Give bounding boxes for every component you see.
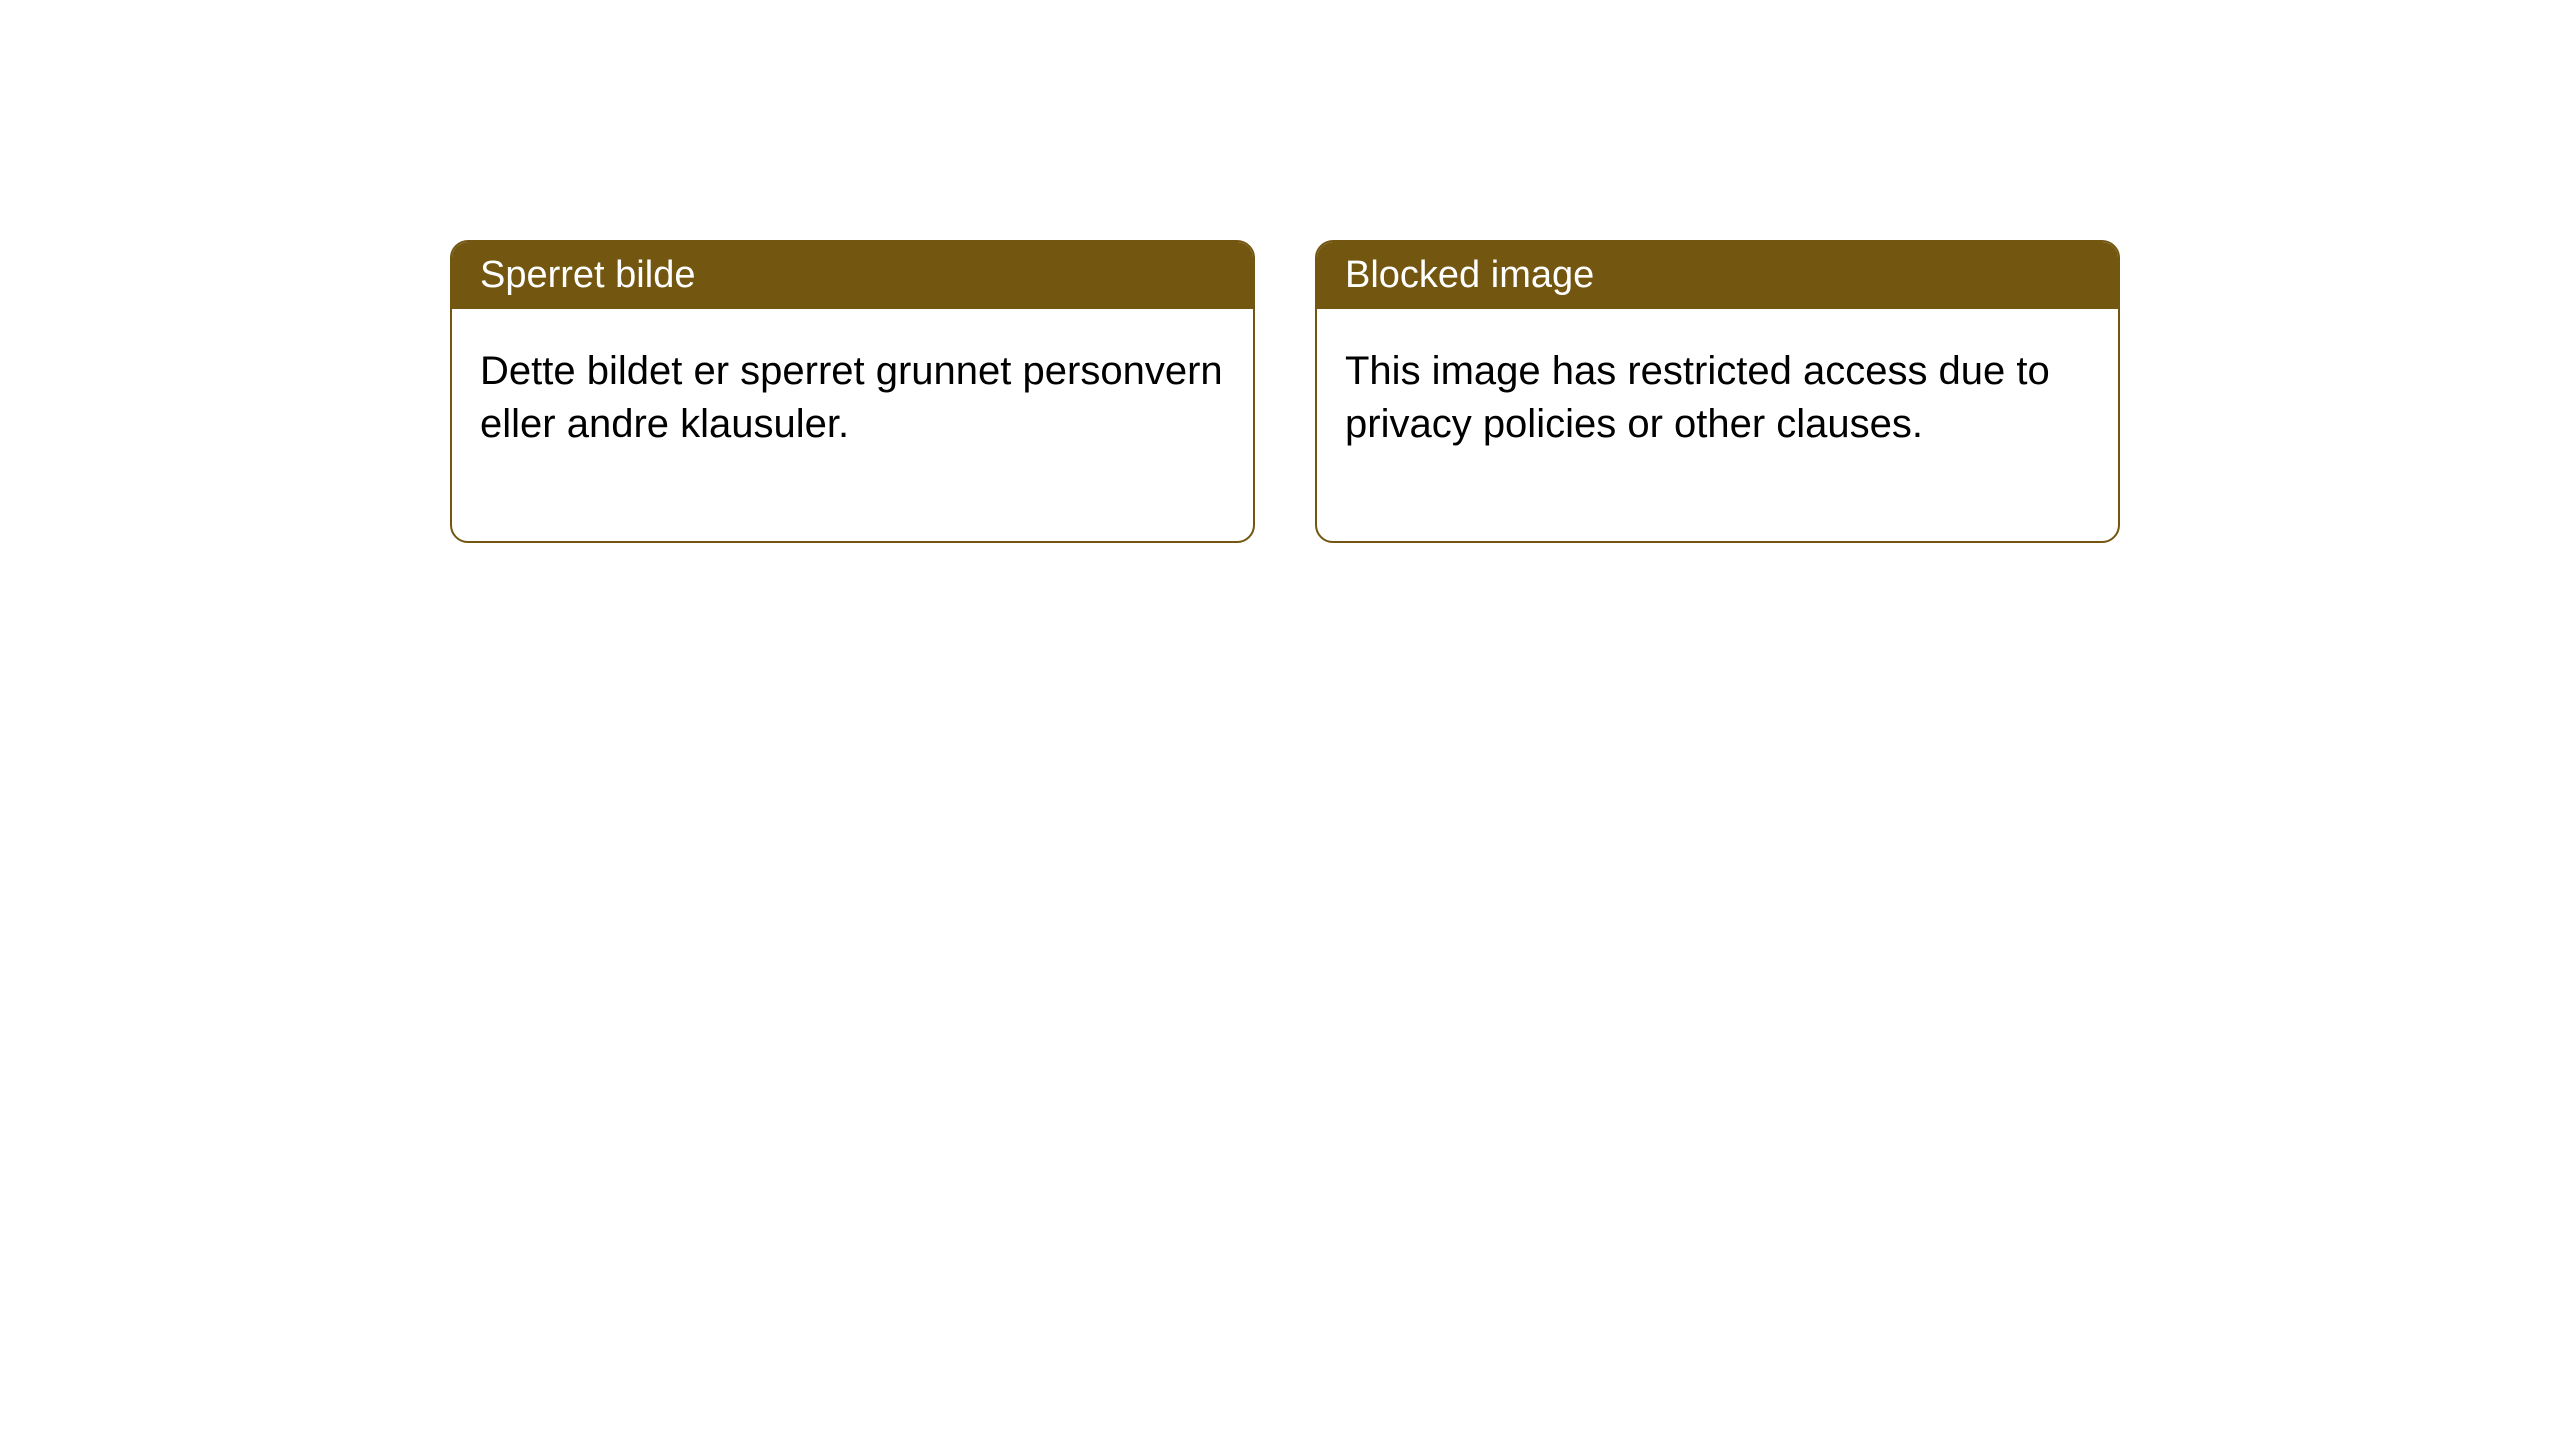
notice-card-norwegian: Sperret bilde Dette bildet er sperret gr… (450, 240, 1255, 543)
notice-title-english: Blocked image (1317, 242, 2118, 309)
notice-body-norwegian: Dette bildet er sperret grunnet personve… (452, 309, 1253, 541)
notice-body-english: This image has restricted access due to … (1317, 309, 2118, 541)
notice-container: Sperret bilde Dette bildet er sperret gr… (450, 240, 2120, 543)
notice-card-english: Blocked image This image has restricted … (1315, 240, 2120, 543)
notice-title-norwegian: Sperret bilde (452, 242, 1253, 309)
